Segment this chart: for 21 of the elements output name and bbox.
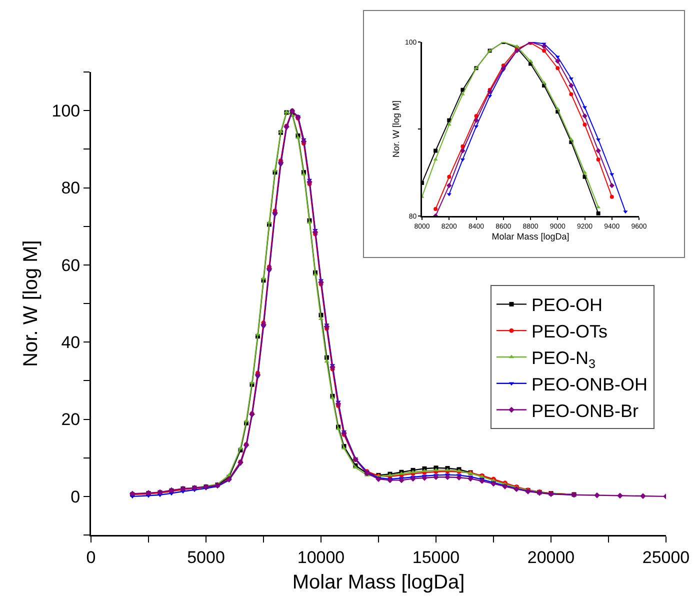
legend-label: PEO-N$_{3}$	[532, 348, 596, 371]
y-tick-label: 40	[61, 333, 80, 352]
y-tick-label: 60	[61, 256, 80, 275]
x-tick-label: 15000	[412, 548, 460, 567]
legend-label: PEO-ONB-Br	[532, 400, 639, 421]
x-tick-label: 25000	[642, 548, 690, 567]
x-tick-label: 10000	[297, 548, 345, 567]
y-tick-label: 0	[70, 487, 80, 506]
x-axis-title: Molar Mass [logDa]	[492, 231, 570, 242]
legend-label: PEO-OTs	[532, 322, 608, 342]
y-axis-title: Nor. W [log M]	[20, 240, 42, 367]
legend-label: PEO-ONB-OH	[532, 374, 648, 394]
y-tick-label: 20	[61, 410, 80, 430]
x-tick-label: 20000	[527, 548, 575, 567]
x-axis-title: Molar Mass [logDa]	[292, 572, 465, 594]
y-tick-label: 80	[61, 178, 80, 198]
x-tick-label: 0	[86, 548, 96, 567]
y-tick-label: 100	[52, 102, 80, 121]
y-axis-title: Nor. W [log M]	[391, 100, 402, 158]
x-tick-label: 5000	[187, 548, 225, 567]
legend-label: PEO-OH	[532, 295, 603, 316]
